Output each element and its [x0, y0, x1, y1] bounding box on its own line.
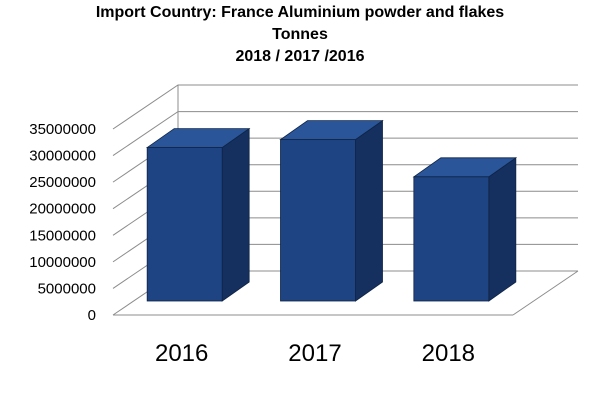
bar: [412, 157, 518, 302]
y-tick-label: 20000000: [29, 201, 96, 218]
bar: [279, 119, 384, 302]
bar-front-face: [146, 147, 223, 302]
bars: [145, 119, 518, 302]
chart-title-line-3: 2018 / 2017 /2016: [235, 48, 364, 65]
bar-front-face: [280, 139, 356, 302]
x-tick-label: 2017: [288, 340, 341, 367]
y-tick-label: 30000000: [29, 148, 96, 165]
chart-title-line-1: Import Country: France Aluminium powder …: [96, 4, 504, 21]
bar-side-face: [488, 157, 517, 302]
bar-side-face: [221, 127, 250, 302]
bar-front-face: [413, 176, 490, 302]
y-tick-label: 5000000: [38, 280, 96, 297]
bar-side-face: [355, 119, 383, 302]
y-axis-tick-labels: 0 5000000 10000000 15000000 20000000 25000000…: [29, 121, 96, 324]
y-tick-label: 10000000: [29, 254, 96, 271]
x-tick-label: 2016: [155, 340, 208, 367]
chart-title-line-2: Tonnes: [272, 26, 328, 43]
y-tick-label: 15000000: [29, 227, 96, 244]
bar: [145, 127, 251, 302]
y-tick-label: 0: [88, 307, 96, 324]
x-axis-tick-labels: 2016 2017 2018: [155, 340, 475, 367]
x-tick-label: 2018: [422, 340, 475, 367]
chart-title: Import Country: France Aluminium powder …: [96, 4, 504, 65]
y-tick-label: 35000000: [29, 121, 96, 138]
floor-right-edge: [512, 270, 579, 316]
y-tick-label: 25000000: [29, 174, 96, 191]
